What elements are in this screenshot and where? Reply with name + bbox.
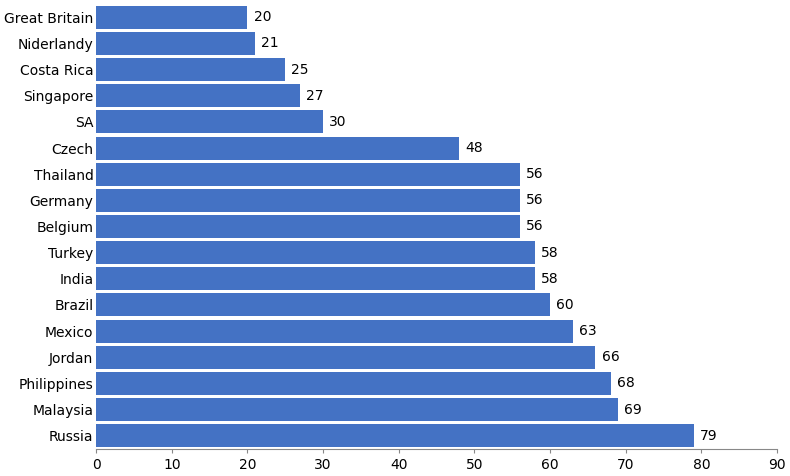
Text: 63: 63 xyxy=(579,324,596,338)
Text: 58: 58 xyxy=(541,272,559,286)
Bar xyxy=(96,58,285,81)
Bar xyxy=(96,346,596,369)
Text: 60: 60 xyxy=(556,298,574,312)
Bar xyxy=(96,293,550,317)
Text: 25: 25 xyxy=(292,62,309,77)
Bar xyxy=(96,110,323,133)
Text: 79: 79 xyxy=(700,429,717,443)
Bar xyxy=(96,215,520,238)
Bar xyxy=(96,137,459,159)
Bar xyxy=(96,268,535,290)
Bar xyxy=(96,163,520,186)
Bar xyxy=(96,84,300,107)
Bar xyxy=(96,32,255,55)
Text: 56: 56 xyxy=(526,167,544,181)
Text: 27: 27 xyxy=(307,89,324,103)
Text: 20: 20 xyxy=(254,10,271,24)
Text: 56: 56 xyxy=(526,193,544,208)
Bar xyxy=(96,319,573,343)
Text: 68: 68 xyxy=(617,377,634,390)
Text: 58: 58 xyxy=(541,246,559,259)
Text: 48: 48 xyxy=(465,141,483,155)
Bar xyxy=(96,424,694,447)
Bar xyxy=(96,189,520,212)
Bar xyxy=(96,372,611,395)
Text: 30: 30 xyxy=(329,115,347,129)
Text: 56: 56 xyxy=(526,219,544,234)
Text: 21: 21 xyxy=(261,36,279,50)
Text: 69: 69 xyxy=(624,403,642,416)
Bar xyxy=(96,6,247,29)
Bar xyxy=(96,398,618,421)
Bar xyxy=(96,241,535,264)
Text: 66: 66 xyxy=(601,350,619,364)
